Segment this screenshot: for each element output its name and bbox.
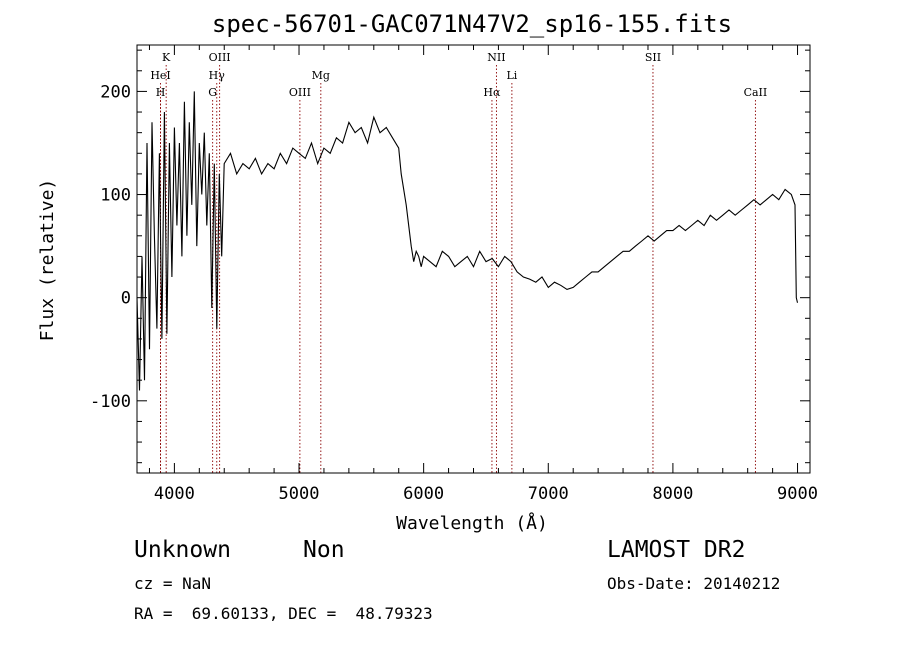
spectral-line-label: Mg — [312, 69, 330, 82]
spectral-line-label: NII — [487, 51, 505, 64]
spectral-line-label: K — [162, 51, 171, 64]
coordinates: RA = 69.60133, DEC = 48.79323 — [134, 604, 433, 623]
x-tick-label: 4000 — [154, 484, 195, 504]
spectral-line-label: Hα — [483, 86, 501, 99]
spectral-line-label: SII — [645, 51, 661, 64]
spectrum-line — [136, 91, 799, 391]
y-tick-label: 100 — [100, 186, 131, 206]
x-axis: 4000 5000 6000 7000 8000 9000 — [148, 45, 818, 504]
x-tick-label: 6000 — [403, 484, 444, 504]
spectral-line-label: G — [208, 86, 217, 99]
spectral-line-label: H — [156, 86, 166, 99]
spectral-line-label: OIII — [289, 86, 311, 99]
plot-frame — [136, 44, 811, 474]
spectral-line-label: Hγ — [209, 69, 226, 82]
spectral-line-label: Li — [506, 69, 517, 82]
survey-name: LAMOST DR2 — [607, 537, 746, 563]
x-tick-label: 9000 — [777, 484, 818, 504]
spectral-line-label: HeI — [150, 69, 170, 82]
y-tick-label: 200 — [100, 82, 131, 102]
y-axis-label: Flux (relative) — [37, 179, 58, 342]
x-tick-label: 7000 — [528, 484, 569, 504]
y-tick-label: -100 — [90, 392, 131, 412]
chart-title: spec-56701-GAC071N47V2_sp16-155.fits — [212, 10, 732, 38]
x-tick-label: 8000 — [652, 484, 693, 504]
x-axis-label: Wavelength (Å) — [396, 512, 548, 534]
spectral-line-label: CaII — [744, 86, 768, 99]
spectral-line-label: OIII — [209, 51, 231, 64]
redshift-cz: cz = NaN — [134, 574, 212, 593]
x-tick-label: 5000 — [279, 484, 320, 504]
obs-date: Obs-Date: 20140212 — [607, 574, 781, 593]
object-class: Unknown — [134, 537, 231, 563]
subclass: Non — [303, 537, 345, 563]
y-tick-label: 0 — [121, 289, 131, 309]
y-axis: -100 0 100 200 — [90, 49, 810, 464]
